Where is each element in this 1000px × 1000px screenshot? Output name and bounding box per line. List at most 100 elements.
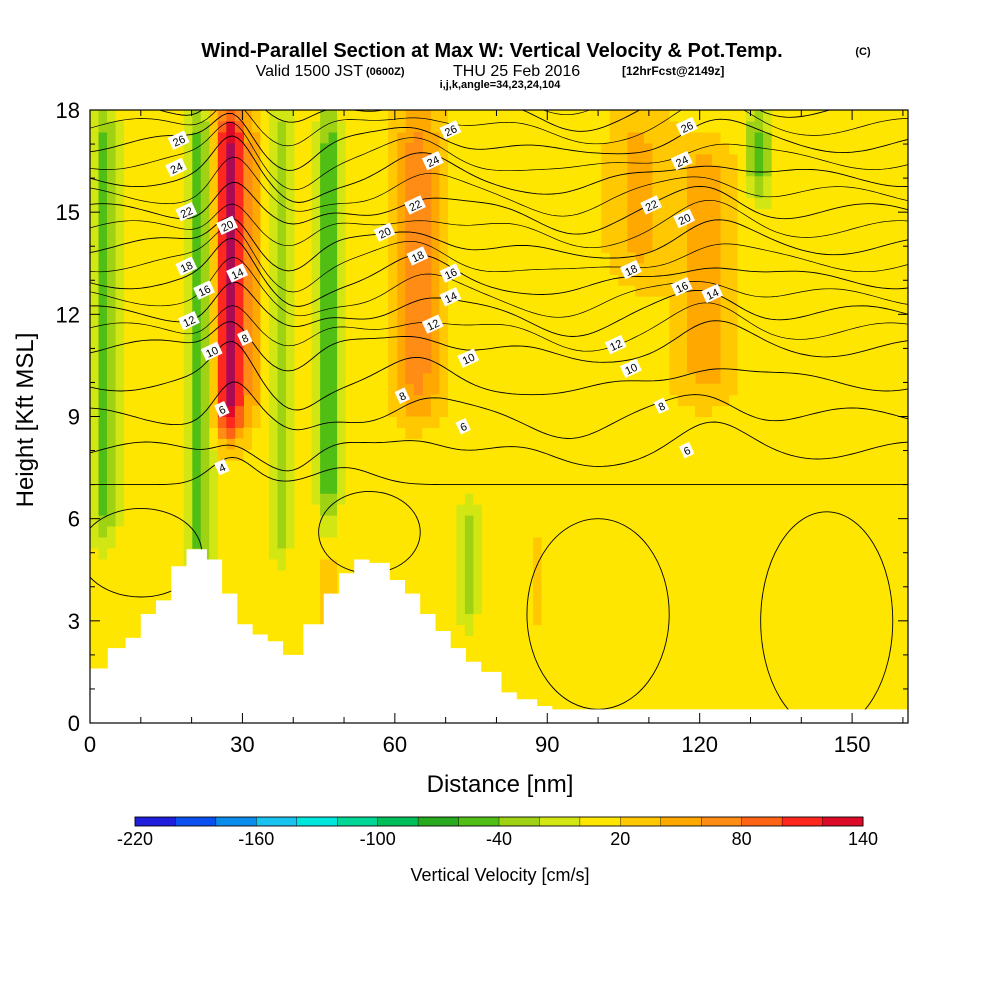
contour-label-text: 14 <box>443 290 459 306</box>
velocity-cell <box>200 110 210 122</box>
velocity-cell <box>660 110 670 297</box>
velocity-cell <box>763 175 773 210</box>
velocity-cell <box>550 110 560 723</box>
theta-contour-line <box>90 381 908 439</box>
velocity-cell <box>507 110 517 723</box>
subtitle-valid: Valid 1500 JST <box>256 63 364 80</box>
velocity-cell <box>592 110 602 723</box>
theta-contour-line <box>90 281 908 337</box>
contour-label: 10 <box>457 348 480 368</box>
contour-label-text: 24 <box>169 161 185 177</box>
contour-label-box <box>165 157 188 178</box>
y-tick-label: 6 <box>68 507 80 532</box>
velocity-cell <box>141 110 151 723</box>
velocity-cell <box>320 142 330 494</box>
velocity-cell <box>763 208 773 723</box>
contour-label-box <box>214 458 230 476</box>
theta-contour-line <box>90 135 908 203</box>
contour-label-box <box>701 283 724 304</box>
velocity-cell <box>686 405 696 723</box>
velocity-cell <box>277 547 287 571</box>
colorbar-swatch <box>498 816 540 827</box>
contour-label-text: 10 <box>204 345 220 361</box>
velocity-cell <box>822 110 832 723</box>
contour-label: 4 <box>214 458 230 476</box>
y-tick-label: 3 <box>68 609 80 634</box>
contour-label-text: 18 <box>179 260 195 276</box>
contour-label-text: 8 <box>398 390 409 403</box>
velocity-cell <box>320 493 330 516</box>
colorbar-tick-label: -40 <box>486 829 512 849</box>
velocity-cell <box>720 142 730 407</box>
velocity-cell <box>686 131 696 166</box>
colorbar-swatch <box>337 816 379 827</box>
velocity-cell <box>712 110 722 133</box>
velocity-cell <box>430 427 440 723</box>
velocity-cell <box>695 110 705 133</box>
contour-label-box <box>226 263 248 283</box>
subtitle-utc: (0600Z) <box>366 66 405 78</box>
velocity-cell <box>192 110 202 133</box>
terrain <box>90 549 908 723</box>
contour-label: 20 <box>216 215 238 236</box>
chart-subtitle: Valid 1500 JST (0600Z) THU 25 Feb 2016 [… <box>256 63 725 80</box>
velocity-cell <box>209 110 219 428</box>
contour-label: 14 <box>226 263 248 283</box>
velocity-cell <box>413 438 423 723</box>
contour-label: 8 <box>394 387 411 404</box>
velocity-cell <box>251 427 261 723</box>
colorbar-swatch <box>741 816 783 827</box>
colorbar-swatch <box>822 816 864 827</box>
velocity-cell <box>754 208 764 723</box>
contour-label-box <box>670 276 693 297</box>
contour-label-box <box>653 397 670 415</box>
colorbar-frame <box>134 816 864 827</box>
velocity-cell <box>260 110 270 723</box>
contour-labels: 2624222018161412108642624222018161412108… <box>165 116 724 476</box>
velocity-cell <box>337 120 347 505</box>
velocity-cell <box>320 536 330 560</box>
plot-area: 2624222018161412108642624222018161412108… <box>90 110 908 723</box>
velocity-cell <box>746 197 756 723</box>
theta-contour-line <box>90 456 908 486</box>
colorbar-tick-label: -220 <box>117 829 153 849</box>
colorbar-swatch <box>256 816 298 827</box>
velocity-cell <box>226 449 236 461</box>
velocity-cell <box>217 438 227 461</box>
contour-label-box <box>439 287 462 307</box>
colorbar-swatch <box>701 816 743 827</box>
velocity-cell <box>226 110 236 122</box>
contour-label: 26 <box>439 120 462 140</box>
contour-label-box <box>177 310 200 331</box>
velocity-cell <box>558 110 568 723</box>
velocity-cell <box>643 110 653 144</box>
contour-label-box <box>216 215 238 236</box>
velocity-cell <box>209 427 219 450</box>
velocity-cell <box>268 110 278 560</box>
contour-label: 14 <box>701 283 724 304</box>
contour-label-box <box>237 329 253 346</box>
contour-label: 24 <box>670 150 693 171</box>
velocity-cell <box>533 624 543 723</box>
velocity-cell <box>456 504 466 626</box>
contour-label-text: 6 <box>459 421 470 434</box>
velocity-cell <box>115 526 125 723</box>
velocity-cell <box>490 110 500 723</box>
contour-label-text: 20 <box>377 225 393 241</box>
contour-label-box <box>167 130 190 150</box>
contour-label-box <box>421 314 444 334</box>
velocity-cell <box>686 372 696 407</box>
theta-contour-line <box>90 199 908 249</box>
velocity-cell <box>720 405 730 723</box>
contour-label-box <box>679 441 695 459</box>
velocity-cell <box>831 110 841 723</box>
velocity-cell <box>98 110 108 133</box>
theta-contours <box>90 110 908 723</box>
velocity-cell <box>677 131 687 407</box>
velocity-cell <box>320 110 330 144</box>
terrain-profile <box>90 549 908 723</box>
velocity-cell <box>430 394 440 428</box>
contour-label-text: 20 <box>677 212 693 228</box>
contour-label-text: 22 <box>179 205 195 221</box>
